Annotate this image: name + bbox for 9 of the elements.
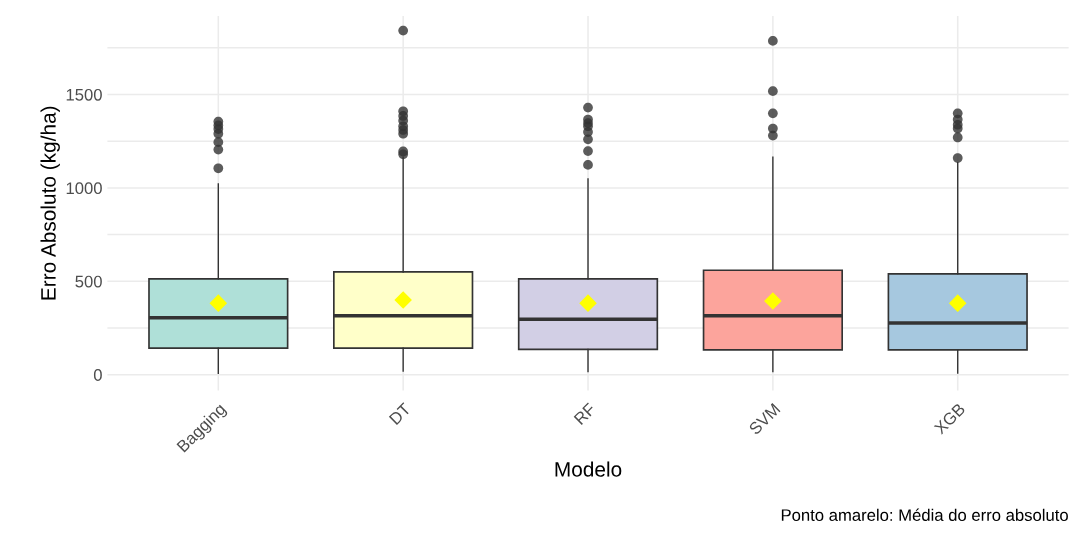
text: Ponto amarelo: Média do erro absoluto xyxy=(781,508,1068,522)
x-axis-title: Modelo xyxy=(555,461,622,477)
y-tick-label: 500 xyxy=(75,275,102,288)
x-tick-label: DT xyxy=(388,402,412,425)
y-tick-label: 0 xyxy=(93,369,102,381)
y-axis-title: Erro Absoluto (kg/ha) xyxy=(40,106,60,300)
y-tick-label: 1000 xyxy=(66,182,102,195)
y-tick-label: 1500 xyxy=(66,88,102,101)
x-tick-label: RF xyxy=(573,402,597,425)
